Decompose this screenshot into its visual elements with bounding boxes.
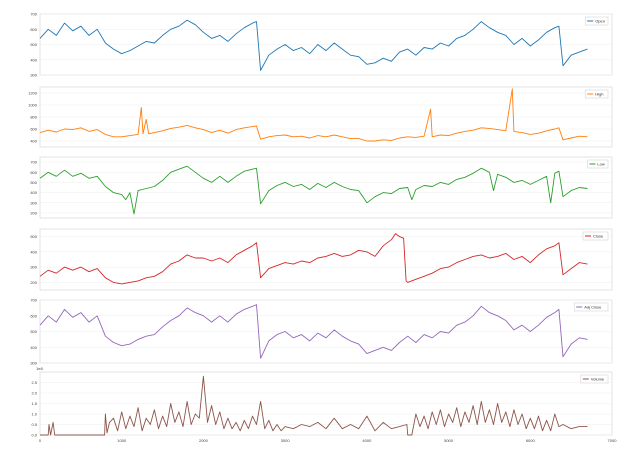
open-series-line xyxy=(39,19,588,71)
close-plot-frame xyxy=(39,228,613,291)
volume-y-tick-label: 2.0 xyxy=(31,391,37,396)
x-tick-label: 2000 xyxy=(199,438,209,443)
high-y-tick-label: 1200 xyxy=(28,91,38,96)
high-price-panel: 400 600 800 1000 1200 High xyxy=(28,86,613,148)
low-y-tick-label: 600 xyxy=(30,170,37,175)
close-y-tick-label: 200 xyxy=(30,280,37,285)
high-legend-label: High xyxy=(595,92,603,97)
high-legend xyxy=(584,89,609,99)
open-y-tick-label: 500 xyxy=(30,42,37,47)
close-legend xyxy=(582,231,609,241)
x-tick-label: 7000 xyxy=(608,438,618,443)
x-tick-label: 5000 xyxy=(444,438,454,443)
low-series-line xyxy=(39,165,588,215)
open-y-tick-label: 700 xyxy=(30,12,37,17)
x-tick-label: 6000 xyxy=(526,438,536,443)
open-y-tick-label: 400 xyxy=(30,57,37,62)
x-tick-label: 0 xyxy=(39,438,42,443)
adj-close-legend xyxy=(573,302,609,312)
low-y-tick-label: 300 xyxy=(30,200,37,205)
close-y-tick-label: 500 xyxy=(30,234,37,239)
adj-close-y-tick-label: 500 xyxy=(30,329,37,334)
low-y-tick-label: 700 xyxy=(30,160,37,165)
adj-close-y-tick-label: 300 xyxy=(30,361,37,366)
volume-panel: 0.0 0.5 1.0 1.5 2.0 2.5 1e8 Volume 0 1000 2000 3000… xyxy=(31,366,617,443)
low-legend xyxy=(587,159,609,169)
open-y-tick-label: 600 xyxy=(30,27,37,32)
open-price-panel: 300 400 500 600 700 Open xyxy=(30,12,613,78)
volume-legend xyxy=(580,374,609,384)
adj-close-price-panel: 300 400 500 600 700 Adj Close xyxy=(30,298,613,366)
low-price-panel: 200 300 400 500 600 700 Low xyxy=(30,156,613,219)
open-legend-label: Open xyxy=(595,19,605,24)
high-series-line xyxy=(39,88,588,142)
close-legend-label: Close xyxy=(593,234,604,239)
open-legend xyxy=(584,16,609,26)
x-tick-label: 3000 xyxy=(281,438,291,443)
volume-y-tick-label: 0.5 xyxy=(31,422,37,427)
adj-close-legend-label: Adj Close xyxy=(584,305,602,310)
adj-close-y-tick-label: 400 xyxy=(30,345,37,350)
low-y-tick-label: 200 xyxy=(30,210,37,215)
low-legend-label: Low xyxy=(597,162,604,167)
volume-offset-label: 1e8 xyxy=(36,366,43,371)
high-y-tick-label: 400 xyxy=(30,139,37,144)
open-y-tick-label: 300 xyxy=(30,73,37,78)
close-series-line xyxy=(39,233,588,285)
high-y-tick-label: 600 xyxy=(30,127,37,132)
volume-y-tick-label: 2.5 xyxy=(31,380,37,385)
close-price-panel: 200 300 400 500 Close xyxy=(30,228,613,291)
low-y-tick-label: 400 xyxy=(30,190,37,195)
adj-close-y-tick-label: 700 xyxy=(30,298,37,303)
x-tick-label: 4000 xyxy=(362,438,372,443)
volume-y-tick-label: 1.5 xyxy=(31,401,37,406)
volume-y-tick-label: 0.0 xyxy=(31,433,37,438)
x-tick-label: 1000 xyxy=(117,438,127,443)
volume-y-tick-label: 1.0 xyxy=(31,412,37,417)
high-y-tick-label: 1000 xyxy=(28,103,38,108)
adj-close-series-line xyxy=(39,304,588,359)
high-y-tick-label: 800 xyxy=(30,115,37,120)
volume-series-line xyxy=(40,375,588,436)
close-y-tick-label: 300 xyxy=(30,265,37,270)
volume-legend-label: Volume xyxy=(591,377,605,382)
adj-close-y-tick-label: 600 xyxy=(30,313,37,318)
low-y-tick-label: 500 xyxy=(30,180,37,185)
close-y-tick-label: 400 xyxy=(30,249,37,254)
